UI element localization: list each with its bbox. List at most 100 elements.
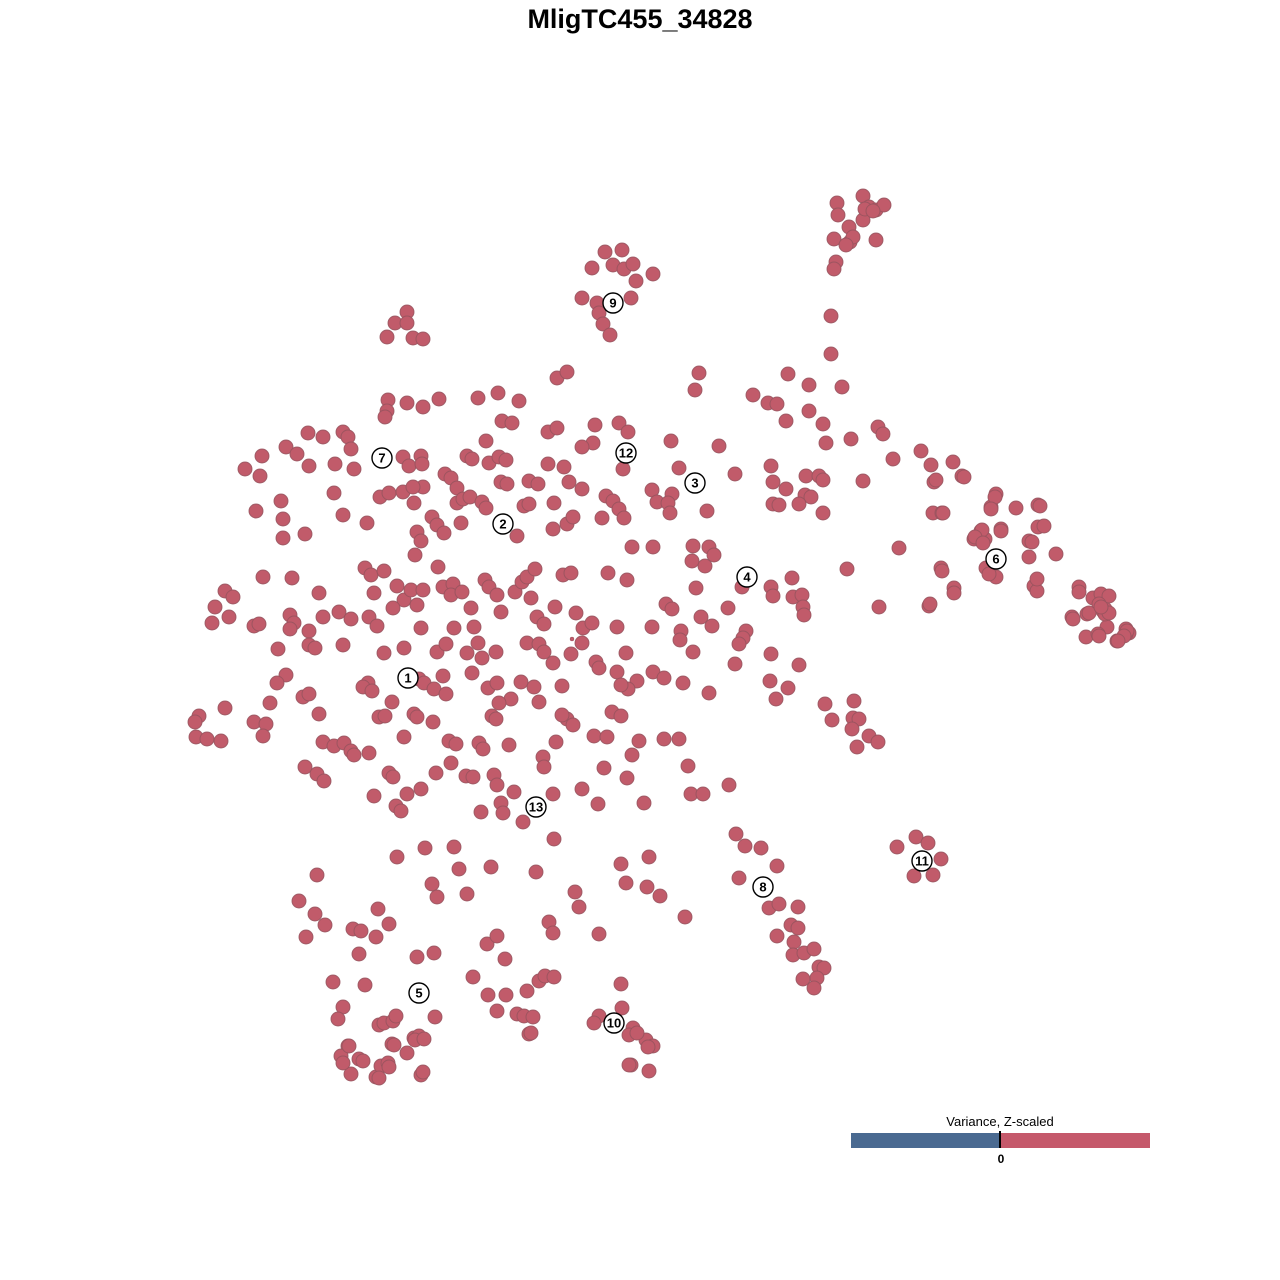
data-point [335,1055,351,1071]
points-layer [187,188,1137,1086]
data-point [611,415,627,431]
data-point [409,949,425,965]
data-point [587,417,603,433]
data-point [574,781,590,797]
data-point [536,616,552,632]
cluster-label-circle [408,982,430,1004]
data-point [298,929,314,945]
data-point [815,416,831,432]
data-point [849,739,865,755]
data-point [1081,605,1097,621]
tiny-points-layer [569,636,575,642]
cluster-label-circle [397,667,419,689]
data-point [355,1053,371,1069]
data-point [366,788,382,804]
data-point [490,385,506,401]
data-point [993,523,1009,539]
cluster-label-number: 6 [992,552,999,567]
cluster-label-circle [603,1012,625,1034]
data-point [765,474,781,490]
data-point [590,796,606,812]
data-point [343,611,359,627]
data-point [199,731,215,747]
data-point [470,390,486,406]
data-point [609,619,625,635]
data-point [525,1009,541,1025]
data-point [706,547,722,563]
data-point [217,700,233,716]
data-point [624,747,640,763]
data-point [615,461,631,477]
data-point [925,867,941,883]
data-point [346,747,362,763]
cluster-label-circle [371,447,393,469]
data-point [530,476,546,492]
data-point [868,232,884,248]
data-point [385,769,401,785]
data-point [830,207,846,223]
data-point [599,729,615,745]
data-point [796,607,812,623]
data-point [406,495,422,511]
data-point [428,765,444,781]
data-point [479,936,495,952]
data-point [399,395,415,411]
data-point [545,786,561,802]
data-point [574,481,590,497]
data-point [786,934,802,950]
data-point [945,454,961,470]
data-point [495,805,511,821]
data-point [843,431,859,447]
data-point [691,365,707,381]
data-point [425,714,441,730]
data-point [489,587,505,603]
data-point [396,640,412,656]
data-point [275,530,291,546]
data-point [527,561,543,577]
data-point [697,558,713,574]
data-point [763,458,779,474]
data-point [370,901,386,917]
data-point [377,708,393,724]
data-point [671,731,687,747]
data-point [798,468,814,484]
cluster-label-number: 9 [609,296,616,311]
data-point [737,838,753,854]
data-point [652,888,668,904]
data-point [388,1008,404,1024]
data-point [1024,534,1040,550]
data-point [780,680,796,696]
data-point [824,712,840,728]
data-point [225,589,241,605]
legend-title: Variance, Z-scaled [946,1114,1053,1129]
data-point [641,849,657,865]
data-point [721,777,737,793]
data-point [273,493,289,509]
data-point [720,600,736,616]
data-point [443,755,459,771]
data-point [780,366,796,382]
data-point [330,1011,346,1027]
data-point [624,539,640,555]
data-point [771,896,787,912]
data-point [586,728,602,744]
data-point [315,609,331,625]
data-point [478,500,494,516]
data-point [631,733,647,749]
data-point [778,481,794,497]
data-point [311,706,327,722]
data-point [221,609,237,625]
data-point [413,533,429,549]
data-point [489,928,505,944]
data-point [595,316,611,332]
data-point [806,980,822,996]
data-point [393,803,409,819]
data-point [563,646,579,662]
data-point [501,737,517,753]
data-point [688,580,704,596]
data-point [353,923,369,939]
data-point [401,458,417,474]
data-point [618,875,634,891]
data-point [384,694,400,710]
data-point [826,261,842,277]
